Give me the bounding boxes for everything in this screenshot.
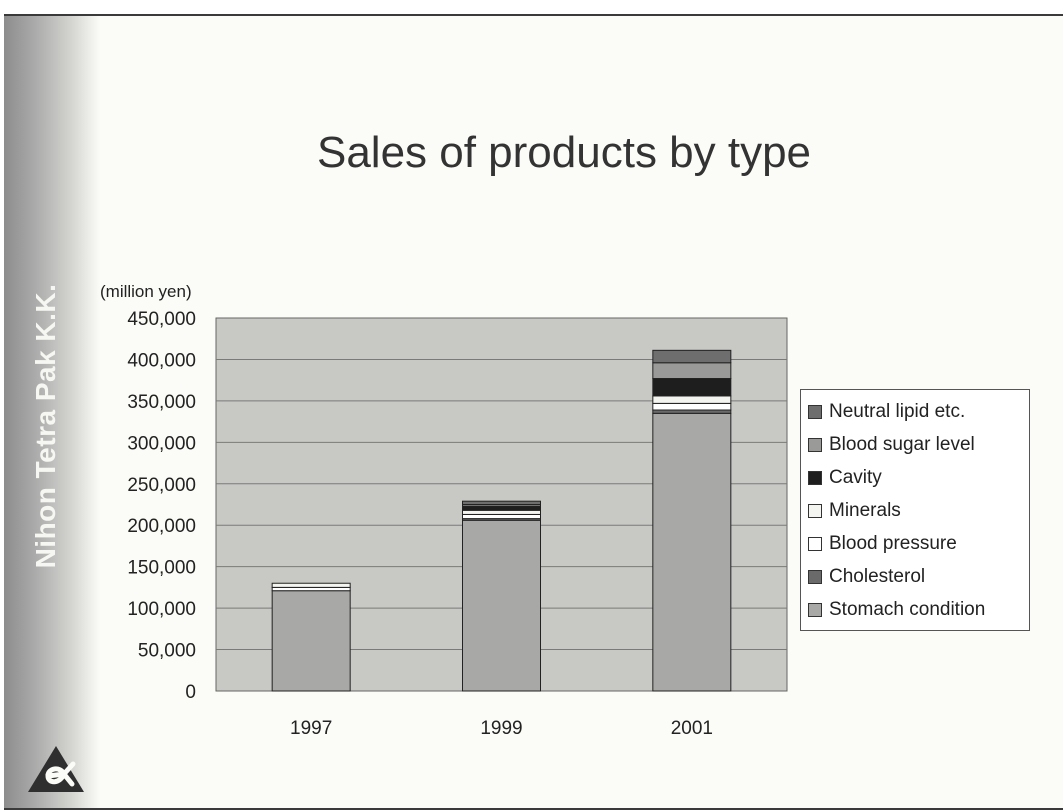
y-tick-label: 100,000: [127, 599, 196, 620]
legend-label: Cholesterol: [829, 565, 926, 587]
y-tick-label: 0: [185, 682, 196, 703]
legend-swatch: [808, 602, 822, 617]
bar-segment: [652, 412, 732, 692]
bar-segment: [462, 509, 541, 515]
legend-item: Stomach condition: [801, 593, 1029, 626]
legend-label: Cavity: [829, 466, 882, 488]
legend-item: Neutral lipid etc.: [801, 395, 1029, 428]
bar-segment: [652, 395, 732, 404]
y-axis-label: (million yen): [100, 282, 192, 301]
legend-swatch: [808, 536, 822, 551]
y-tick-label: 250,000: [127, 475, 196, 496]
x-tick-label: 2001: [671, 718, 713, 739]
legend-item: Minerals: [801, 494, 1029, 527]
legend-label: Neutral lipid etc.: [829, 400, 966, 422]
legend: Neutral lipid etc. Blood sugar level Cavit…: [800, 389, 1030, 631]
legend-swatch: [808, 569, 822, 584]
y-axis-ticks: 0 50,000 100,000 150,000 200,000 250,000 300,0…: [127, 309, 196, 703]
legend-label: Stomach condition: [829, 598, 986, 620]
y-tick-label: 150,000: [127, 558, 196, 579]
y-tick-label: 350,000: [127, 392, 196, 413]
bar-segment: [462, 513, 541, 520]
y-tick-label: 300,000: [127, 433, 196, 454]
legend-swatch: [808, 404, 822, 419]
alpha-triangle-logo-icon: [28, 746, 84, 792]
legend-label: Blood sugar level: [829, 433, 975, 455]
side-band: [4, 16, 100, 808]
bar-segment: [652, 349, 732, 364]
legend-item: Cavity: [801, 461, 1029, 494]
chart-title: Sales of products by type: [316, 128, 812, 177]
legend-item: Cholesterol: [801, 560, 1029, 593]
legend-swatch: [808, 470, 822, 485]
y-tick-label: 200,000: [127, 516, 196, 537]
y-tick-label: 400,000: [127, 350, 196, 371]
x-tick-label: 1999: [480, 718, 522, 739]
bar-segment: [271, 590, 351, 692]
legend-item: Blood pressure: [801, 527, 1029, 560]
x-tick-label: 1997: [290, 718, 332, 739]
x-axis-ticks: 1997 1999 2001: [290, 718, 713, 739]
legend-label: Blood pressure: [829, 532, 957, 554]
bar-segment: [462, 519, 541, 692]
legend-label: Minerals: [829, 499, 901, 521]
bars: [271, 349, 732, 692]
bar-segment: [462, 500, 541, 506]
bar-segment: [652, 362, 732, 380]
bar-segment: [271, 582, 351, 588]
legend-item: Blood sugar level: [801, 428, 1029, 461]
y-tick-label: 450,000: [127, 309, 196, 330]
bar-segment: [652, 402, 732, 411]
y-tick-label: 50,000: [138, 641, 196, 662]
bar-segment: [652, 378, 732, 397]
legend-swatch: [808, 503, 822, 518]
bar-segment: [462, 505, 541, 511]
legend-swatch: [808, 437, 822, 452]
